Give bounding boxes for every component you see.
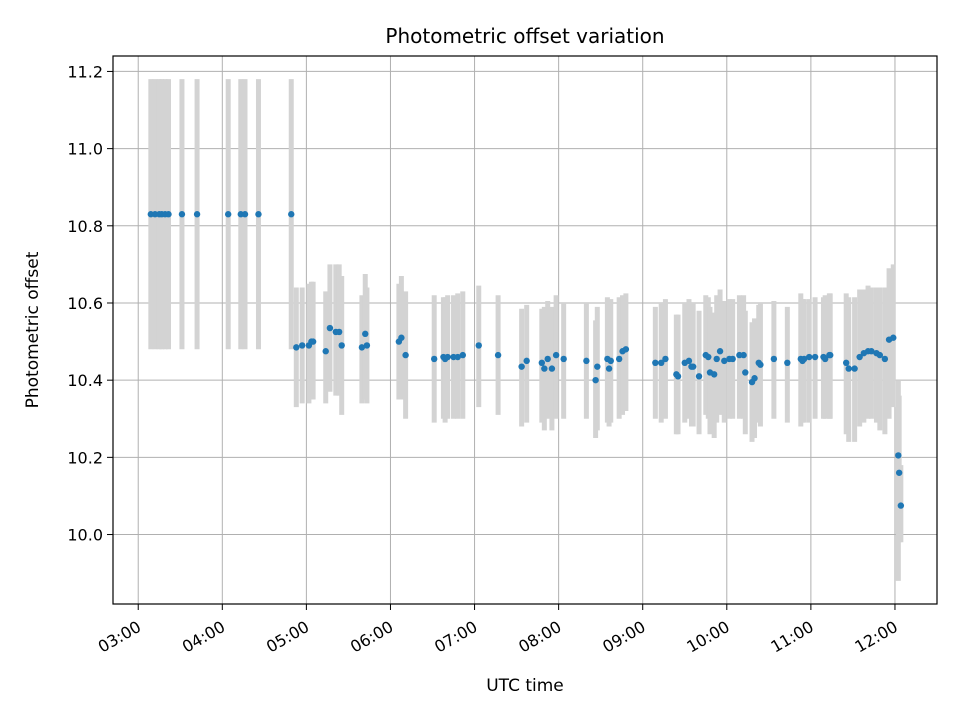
- data-point: [821, 355, 829, 363]
- data-point: [800, 355, 808, 363]
- data-point: [784, 359, 791, 367]
- data-point: [518, 363, 525, 370]
- data-point: [224, 211, 232, 218]
- data-point: [494, 351, 502, 359]
- data-point: [757, 361, 764, 368]
- y-tick-label: 11.0: [67, 140, 103, 159]
- data-point: [742, 369, 749, 376]
- data-point: [721, 357, 728, 365]
- data-point: [544, 355, 551, 363]
- data-point: [560, 355, 567, 363]
- data-point: [842, 359, 850, 367]
- data-point: [897, 502, 905, 509]
- data-point: [845, 365, 852, 372]
- y-axis-label: Photometric offset: [23, 251, 43, 408]
- data-point: [548, 365, 556, 372]
- data-point: [454, 353, 461, 361]
- y-tick-label: 10.2: [67, 448, 103, 467]
- data-point: [322, 348, 329, 355]
- data-point: [255, 211, 262, 218]
- data-point: [695, 373, 703, 380]
- data-point: [658, 359, 665, 367]
- data-point: [856, 353, 863, 361]
- y-tick-label: 10.8: [67, 217, 103, 236]
- data-point: [193, 211, 201, 218]
- data-point: [358, 344, 366, 351]
- data-point: [288, 211, 295, 218]
- x-axis-label: UTC time: [486, 676, 564, 696]
- data-point: [674, 373, 682, 380]
- data-point: [402, 351, 409, 359]
- data-point: [241, 211, 249, 218]
- data-point: [178, 211, 186, 218]
- chart-title: Photometric offset variation: [385, 24, 664, 48]
- data-point: [338, 342, 345, 349]
- data-point: [729, 355, 736, 363]
- data-point: [444, 353, 451, 361]
- data-point: [710, 371, 718, 378]
- data-point: [335, 328, 343, 336]
- data-point: [583, 357, 590, 365]
- data-point: [705, 353, 712, 361]
- plot-frame: [112, 55, 938, 605]
- data-point: [541, 365, 548, 372]
- data-point: [851, 365, 858, 372]
- data-point: [895, 469, 903, 476]
- data-point: [523, 357, 530, 365]
- data-point: [881, 355, 889, 363]
- y-axis: 10.0 10.2 10.4 10.6 10.8 11.0 11.2: [67, 62, 113, 545]
- data-point: [430, 355, 438, 363]
- data-point: [459, 351, 466, 359]
- data-point: [770, 355, 778, 363]
- data-point: [475, 342, 482, 349]
- data-point: [685, 357, 693, 365]
- data-point: [811, 353, 819, 361]
- data-point: [713, 355, 720, 363]
- data-point: [652, 359, 659, 367]
- data-point: [552, 351, 560, 359]
- data-point: [751, 375, 758, 382]
- data-point: [662, 355, 669, 363]
- y-tick-label: 10.6: [67, 294, 103, 313]
- data-point: [309, 338, 317, 345]
- data-point: [895, 452, 902, 459]
- data-point: [594, 363, 601, 370]
- data-point: [605, 365, 613, 372]
- y-tick-label: 10.4: [67, 371, 103, 390]
- data-point: [362, 330, 369, 338]
- data-point: [868, 348, 875, 355]
- data-point: [607, 357, 614, 365]
- data-point: [398, 334, 405, 341]
- data-point: [298, 342, 306, 349]
- data-point: [876, 351, 884, 359]
- data-point: [716, 348, 724, 355]
- data-point: [689, 363, 697, 370]
- data-point: [615, 355, 623, 363]
- data-point: [592, 376, 599, 384]
- data-point: [363, 342, 371, 349]
- y-tick-label: 11.2: [67, 62, 103, 81]
- data-point: [890, 334, 897, 341]
- data-point: [827, 351, 834, 359]
- data-point: [165, 211, 172, 218]
- data-point: [326, 324, 334, 332]
- y-tick-label: 10.0: [67, 526, 103, 545]
- data-point: [622, 346, 630, 353]
- data-point: [740, 351, 747, 359]
- data-point: [805, 353, 813, 361]
- data-point: [538, 359, 546, 367]
- data-point: [293, 344, 300, 351]
- data-points: [147, 211, 905, 509]
